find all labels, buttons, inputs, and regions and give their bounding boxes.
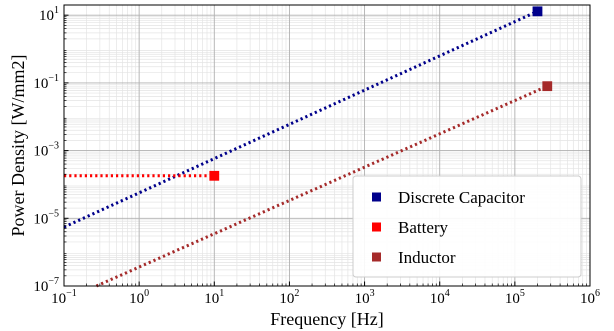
- x-tick-exponent: 3: [370, 288, 375, 299]
- y-tick-exponent: −3: [48, 141, 59, 152]
- x-tick-label: 101: [204, 288, 224, 307]
- y-tick-label: 10−3: [33, 141, 59, 160]
- y-tick-exponent: 1: [54, 5, 59, 16]
- y-tick-label: 10−5: [33, 208, 59, 227]
- x-tick-exponent: 2: [294, 288, 299, 299]
- legend-label: Inductor: [398, 248, 456, 267]
- series-line-0: [63, 9, 539, 229]
- legend-label: Battery: [398, 218, 449, 237]
- y-tick-exponent: −1: [48, 73, 59, 84]
- x-tick-label: 10−1: [51, 288, 77, 307]
- plot-frame: [63, 4, 591, 287]
- series-line-2: [95, 84, 548, 288]
- series-points: [209, 6, 553, 181]
- x-tick-base: 10: [505, 291, 520, 307]
- y-tick-base: 10: [33, 76, 48, 92]
- x-tick-exponent: 5: [520, 288, 525, 299]
- x-tick-exponent: 4: [445, 288, 450, 299]
- y-tick-label: 10−1: [33, 73, 59, 92]
- minor-grid: [64, 5, 590, 286]
- data-point: [542, 81, 553, 92]
- x-tick-label: 103: [355, 288, 375, 307]
- x-tick-exponent: 1: [219, 288, 224, 299]
- x-tick-base: 10: [51, 291, 66, 307]
- legend-label: Discrete Capacitor: [398, 188, 525, 207]
- x-tick-label: 105: [505, 288, 525, 307]
- x-tick-base: 10: [580, 291, 595, 307]
- x-tick-base: 10: [355, 291, 370, 307]
- legend-box: [352, 175, 582, 278]
- y-tick-base: 10: [33, 279, 48, 295]
- x-tick-base: 10: [129, 291, 144, 307]
- legend-marker: [372, 192, 381, 202]
- x-tick-label: 106: [580, 288, 600, 307]
- data-point: [209, 170, 220, 181]
- y-tick-exponent: −5: [48, 208, 59, 219]
- x-tick-exponent: 0: [144, 288, 149, 299]
- x-tick-labels: 10−1 100 101 102 103 104 105 106: [51, 288, 600, 307]
- x-tick-exponent: −1: [66, 288, 77, 299]
- x-tick-base: 10: [204, 291, 219, 307]
- x-tick-label: 104: [430, 288, 450, 307]
- legend: Discrete Capacitor Battery Inductor: [352, 175, 582, 278]
- x-tick-label: 100: [129, 288, 149, 307]
- x-tick-base: 10: [430, 291, 445, 307]
- y-tick-base: 10: [33, 211, 48, 227]
- legend-marker: [372, 252, 381, 262]
- x-tick-label: 102: [279, 288, 299, 307]
- x-tick-exponent: 6: [595, 288, 600, 299]
- y-tick-label: 10−7: [33, 276, 59, 295]
- x-tick-base: 10: [279, 291, 294, 307]
- y-tick-label: 101: [39, 5, 59, 24]
- legend-marker: [372, 222, 381, 232]
- x-axis-label: Frequency [Hz]: [270, 309, 383, 329]
- y-tick-exponent: −7: [48, 276, 59, 287]
- data-point: [532, 6, 543, 17]
- y-axis-label: Power Density [W/mm2]: [8, 55, 28, 237]
- y-tick-base: 10: [33, 144, 48, 160]
- series-lines: [63, 9, 548, 288]
- axis-ticks: [63, 14, 591, 287]
- y-tick-base: 10: [39, 8, 54, 24]
